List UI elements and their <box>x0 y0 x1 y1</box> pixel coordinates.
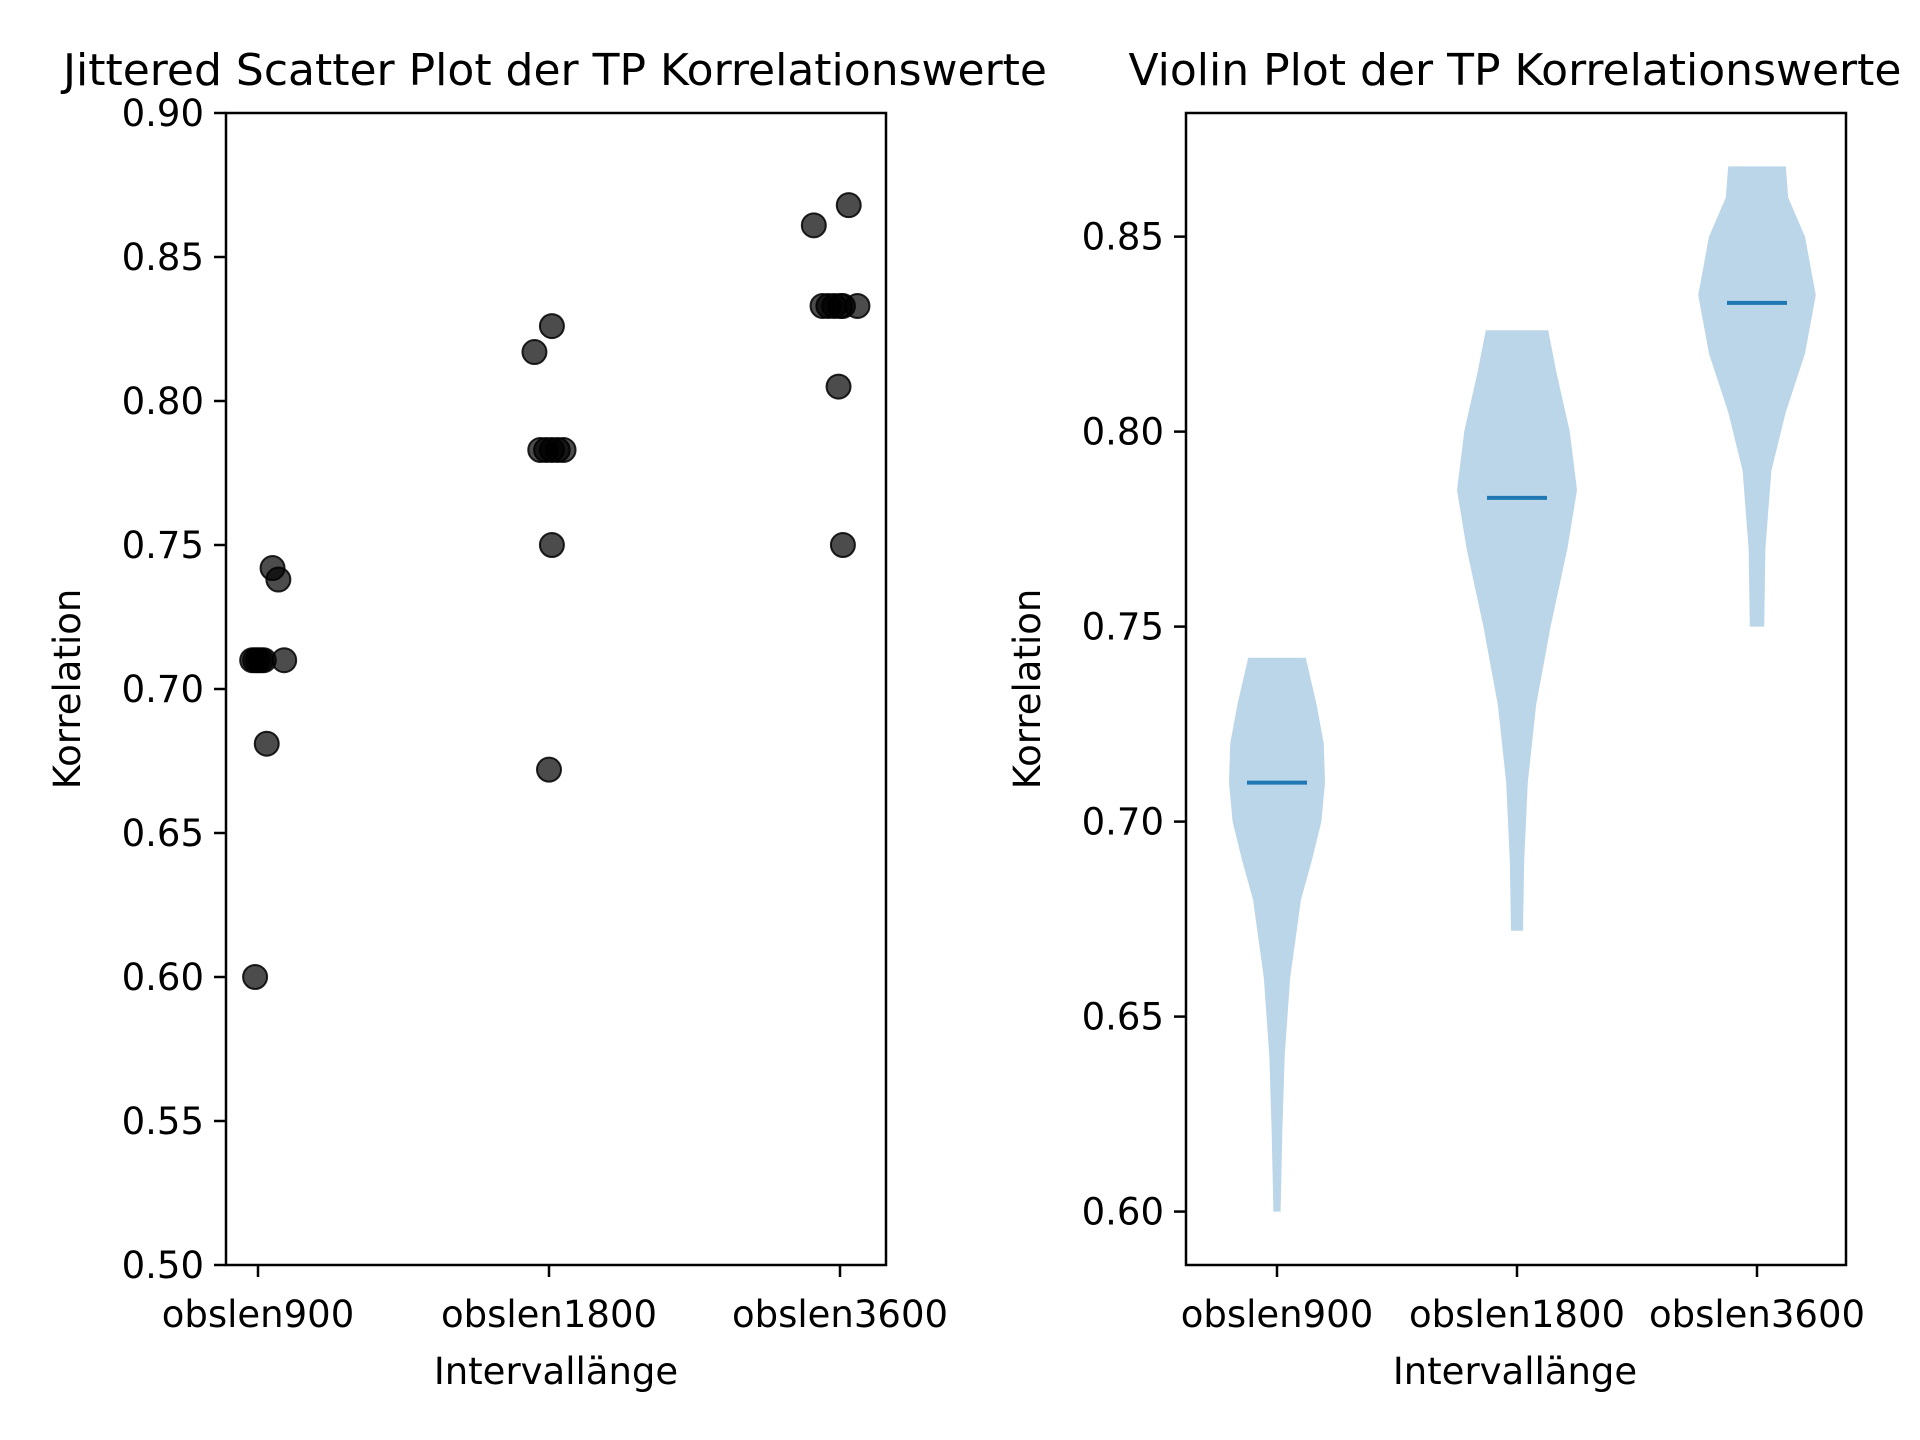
scatter-y-tick-label: 0.85 <box>122 236 204 279</box>
scatter-point <box>835 192 862 219</box>
scatter-point <box>536 756 562 783</box>
scatter-x-tick-label: obslen1800 <box>441 1293 657 1336</box>
scatter-point <box>538 532 565 558</box>
violin-body <box>1698 166 1816 627</box>
scatter-y-tick-label: 0.75 <box>122 524 204 567</box>
scatter-axes-frame <box>224 111 888 1267</box>
scatter-y-axis-label: Korrelation <box>46 589 89 790</box>
scatter-y-ticks: 0.50 0.55 0.60 0.65 0.70 0.75 0.80 0.85 0.90 <box>122 92 226 1287</box>
scatter-point <box>538 313 565 340</box>
violin-x-tick-label: obslen900 <box>1181 1293 1374 1336</box>
scatter-point <box>521 339 548 366</box>
scatter-x-tick-label: obslen900 <box>162 1293 355 1336</box>
scatter-y-tick-label: 0.70 <box>122 668 204 711</box>
scatter-y-tick-label: 0.65 <box>122 812 204 855</box>
violin-x-ticks: obslen900 obslen1800 obslen3600 <box>1181 1265 1865 1336</box>
violin-y-axis-label: Korrelation <box>1006 589 1049 790</box>
scatter-y-tick-label: 0.55 <box>122 1100 204 1143</box>
violin-y-tick-label: 0.75 <box>1082 606 1164 649</box>
violin-x-tick-label: obslen3600 <box>1649 1293 1865 1336</box>
scatter-y-tick-label: 0.50 <box>122 1244 204 1287</box>
violin-plot-panel: Violin Plot der TP Korrelationswerte 0.6… <box>1006 45 1901 1393</box>
violin-x-axis-label: Intervallänge <box>1393 1350 1637 1393</box>
scatter-plot-panel: Jittered Scatter Plot der TP Korrelation… <box>46 45 1047 1393</box>
scatter-x-axis-label: Intervallänge <box>434 1350 678 1393</box>
violin-y-tick-label: 0.65 <box>1082 996 1164 1039</box>
violin-y-ticks: 0.60 0.65 0.70 0.75 0.80 0.85 <box>1082 216 1186 1234</box>
violin-plot-title: Violin Plot der TP Korrelationswerte <box>1129 45 1902 96</box>
violin-y-tick-label: 0.60 <box>1082 1191 1164 1234</box>
violin-x-tick-label: obslen1800 <box>1409 1293 1625 1336</box>
scatter-point <box>259 555 286 582</box>
scatter-x-tick-label: obslen3600 <box>732 1293 948 1336</box>
scatter-point <box>829 532 856 558</box>
scatter-point <box>253 730 280 757</box>
scatter-x-ticks: obslen900 obslen1800 obslen3600 <box>162 1265 948 1336</box>
scatter-y-tick-label: 0.60 <box>122 956 204 999</box>
violin-y-tick-label: 0.80 <box>1082 411 1164 454</box>
scatter-point <box>271 647 298 674</box>
violin-axes-frame <box>1184 111 1848 1267</box>
scatter-points <box>239 192 871 990</box>
scatter-point <box>825 373 852 400</box>
violin-y-tick-label: 0.70 <box>1082 801 1164 844</box>
scatter-point <box>844 292 871 319</box>
violin-bodies <box>1229 166 1816 1212</box>
violin-body <box>1457 330 1577 931</box>
scatter-plot-title: Jittered Scatter Plot der TP Korrelation… <box>60 45 1047 96</box>
scatter-y-tick-label: 0.90 <box>122 92 204 135</box>
violin-y-tick-label: 0.85 <box>1082 216 1164 259</box>
scatter-y-tick-label: 0.80 <box>122 380 204 423</box>
scatter-point <box>550 436 577 463</box>
violin-body <box>1229 657 1325 1212</box>
scatter-point <box>242 964 269 990</box>
scatter-point <box>800 212 827 239</box>
